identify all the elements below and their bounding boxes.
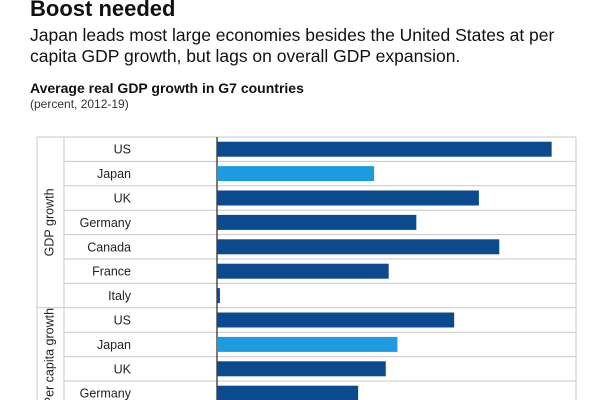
bar-canada	[217, 239, 500, 255]
bar-germany	[217, 385, 359, 400]
headline: Boost needed	[30, 0, 176, 21]
bar-uk	[217, 190, 479, 206]
bar-italy	[217, 288, 220, 304]
subhead: Japan leads most large economies besides…	[30, 25, 555, 66]
category-label: Italy	[108, 289, 132, 303]
bar-us	[217, 141, 552, 157]
category-label: Canada	[87, 240, 131, 254]
category-label: Germany	[80, 387, 132, 400]
category-label: US	[114, 314, 131, 328]
bar-germany	[217, 214, 417, 230]
category-label: Germany	[80, 216, 132, 230]
category-label: France	[92, 265, 131, 279]
category-label: Japan	[97, 338, 131, 352]
group-label: GDP growth	[42, 188, 56, 256]
category-label: Japan	[97, 167, 131, 181]
group-label: Per capita growth	[42, 308, 56, 400]
bar-japan	[217, 166, 375, 182]
chart-title: Average real GDP growth in G7 countries	[30, 80, 304, 96]
bar-uk	[217, 361, 386, 377]
chart-subtitle: (percent, 2012-19)	[30, 97, 129, 111]
category-label: UK	[114, 192, 132, 206]
bar-japan	[217, 336, 398, 352]
category-label: UK	[114, 362, 132, 376]
category-label: US	[114, 143, 131, 157]
bar-france	[217, 263, 389, 279]
bar-us	[217, 312, 455, 328]
